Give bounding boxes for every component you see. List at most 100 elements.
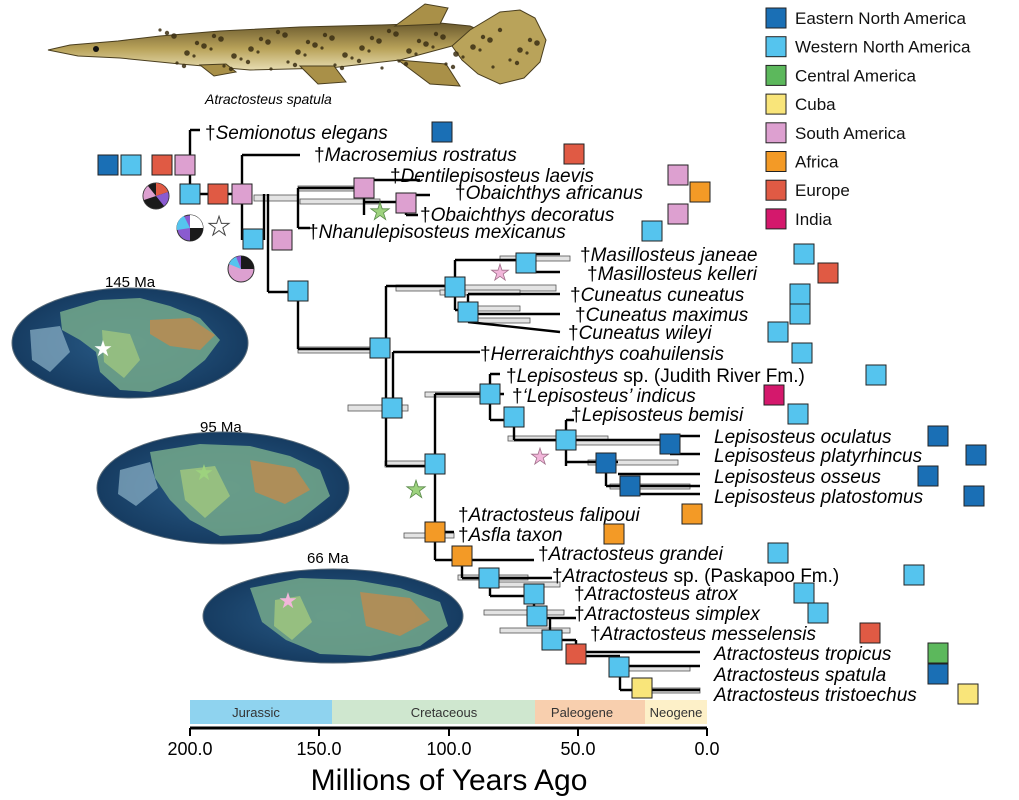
- taxon-tip: †‘Lepisosteus’ indicus: [512, 384, 785, 407]
- map-66ma: 66 Ma ★: [202, 550, 464, 664]
- axis-tick-label: 100.0: [426, 739, 471, 759]
- taxon-name: Lepisosteus bemisi: [582, 405, 744, 426]
- region-box: [681, 503, 703, 525]
- map-145ma: 145 Ma ★: [11, 274, 249, 399]
- extinct-dagger: †: [574, 604, 585, 625]
- taxon-tip: †Atractosteus sp. (Paskapoo Fm.): [552, 564, 925, 587]
- taxon-tip: †Herreraichthys coahuilensis: [480, 342, 813, 365]
- taxon-tip: †Obaichthys africanus: [455, 181, 711, 204]
- period-neogene-label: Neogene: [650, 705, 703, 720]
- taxon-tip: Atractosteus tristoechus: [713, 683, 979, 706]
- ancestral-nodes: ★ ★ ★ ★ ★: [97, 154, 681, 699]
- period-neogene: [645, 700, 707, 724]
- paleomaps: 145 Ma ★ 95 Ma ★ 66 Ma ★: [11, 274, 464, 664]
- taxon-name: Semionotus elegans: [216, 123, 389, 144]
- taxon-tip: †Semionotus elegans: [205, 121, 453, 144]
- axis-tick-label: 200.0: [167, 739, 212, 759]
- region-box: [767, 542, 789, 564]
- legend-swatch: [765, 7, 787, 29]
- taxon-name: Cuneatus maximus: [586, 305, 749, 326]
- axis-tick-label: 0.0: [694, 739, 719, 759]
- taxon-label: †Atractosteus sp. (Paskapoo Fm.): [552, 566, 839, 587]
- taxon-label: †Masillosteus kelleri: [587, 264, 758, 285]
- map-66ma-label: 66 Ma: [307, 550, 349, 567]
- extinct-dagger: †: [314, 145, 325, 166]
- region-box: [807, 602, 829, 624]
- region-box: [963, 485, 985, 507]
- taxon-note: sp. (Paskapoo Fm.): [668, 566, 839, 587]
- legend-item: Eastern North America: [765, 7, 967, 29]
- star-white: ★: [207, 211, 230, 241]
- taxon-name: Obaichthys decoratus: [431, 205, 615, 226]
- taxon-name: Atractosteus atrox: [584, 584, 740, 605]
- extinct-dagger: †: [420, 205, 431, 226]
- axis-tick-label: 50.0: [560, 739, 595, 759]
- taxon-note: sp. (Judith River Fm.): [618, 366, 805, 387]
- extinct-dagger: †: [568, 323, 579, 344]
- region-box: [927, 663, 949, 685]
- legend-item: India: [765, 208, 832, 230]
- legend-label: South America: [795, 124, 906, 143]
- taxon-label: Lepisosteus osseus: [714, 467, 881, 488]
- taxon-label: †Lepisosteus sp. (Judith River Fm.): [506, 366, 805, 387]
- taxon-tip: †Cuneatus cuneatus: [570, 283, 811, 306]
- extinct-dagger: †: [308, 222, 319, 243]
- region-box: [865, 364, 887, 386]
- legend-label: Europe: [795, 181, 850, 200]
- legend-swatch: [765, 64, 787, 86]
- period-paleogene-label: Paleogene: [551, 705, 613, 720]
- pie-chart-1: [142, 182, 170, 210]
- taxon-name: Lepisosteus platyrhincus: [714, 446, 923, 467]
- legend-label: Eastern North America: [795, 9, 967, 28]
- taxon-label: Atractosteus spatula: [713, 665, 886, 686]
- taxon-label: †Atractosteus falipoui: [458, 505, 640, 526]
- axis-tick-label: 150.0: [296, 739, 341, 759]
- taxon-tip: †Lepisosteus sp. (Judith River Fm.): [506, 364, 887, 387]
- taxon-name: Cuneatus cuneatus: [581, 285, 745, 306]
- legend-swatch: [765, 93, 787, 115]
- region-box: [767, 321, 789, 343]
- taxon-name: Obaichthys africanus: [466, 183, 644, 204]
- taxon-label: †Cuneatus cuneatus: [570, 285, 745, 306]
- gar-fish-illustration: [47, 3, 547, 87]
- taxon-name: Atractosteus grandei: [548, 544, 724, 565]
- taxon-tip: Atractosteus spatula: [713, 663, 949, 686]
- taxon-name: Atractosteus messelensis: [600, 624, 817, 645]
- extinct-dagger: †: [205, 123, 216, 144]
- star-pink-1: ★: [490, 260, 510, 285]
- region-legend: Eastern North America Western North Ameri…: [765, 7, 971, 230]
- taxon-name: Masillosteus janeae: [591, 245, 758, 266]
- region-box: [641, 220, 663, 242]
- star-green-2: ★: [405, 476, 427, 503]
- extinct-dagger: †: [580, 245, 591, 266]
- period-paleogene: [535, 700, 645, 724]
- taxon-tip: †Masillosteus kelleri: [587, 262, 839, 285]
- taxon-label: †Atractosteus grandei: [538, 544, 724, 565]
- legend-label: Western North America: [795, 38, 971, 57]
- taxon-label: Lepisosteus oculatus: [714, 427, 892, 448]
- taxon-tip: †Lepisosteus bemisi: [571, 403, 809, 426]
- taxon-tip: †Atractosteus atrox: [574, 582, 815, 605]
- region-box: [917, 465, 939, 487]
- taxon-label: Lepisosteus platostomus: [714, 487, 924, 508]
- taxon-label: †‘Lepisosteus’ indicus: [512, 386, 696, 407]
- taxon-name: Atractosteus: [562, 566, 669, 587]
- map-95ma: 95 Ma ★: [96, 419, 350, 545]
- taxon-name: Lepisosteus platostomus: [714, 487, 924, 508]
- taxon-name: Nhanulepisosteus mexicanus: [319, 222, 567, 243]
- taxon-label: †Herreraichthys coahuilensis: [480, 344, 724, 365]
- extinct-dagger: †: [480, 344, 491, 365]
- taxon-name: ‘Lepisosteus’ indicus: [523, 386, 697, 407]
- taxon-tip: †Asfla taxon: [458, 523, 625, 546]
- taxon-name: Dentilepisosteus laevis: [401, 166, 595, 187]
- region-box: [603, 523, 625, 545]
- region-box: [763, 384, 785, 406]
- region-box: [859, 622, 881, 644]
- taxon-tip: †Cuneatus wileyi: [568, 321, 789, 344]
- taxon-tip: †Masillosteus janeae: [580, 243, 815, 266]
- region-box: [793, 243, 815, 265]
- taxon-name: Masillosteus kelleri: [598, 264, 758, 285]
- star-pink-2: ★: [530, 444, 550, 469]
- taxon-tip: †Atractosteus messelensis: [590, 622, 881, 645]
- taxon-label: †Masillosteus janeae: [580, 245, 757, 266]
